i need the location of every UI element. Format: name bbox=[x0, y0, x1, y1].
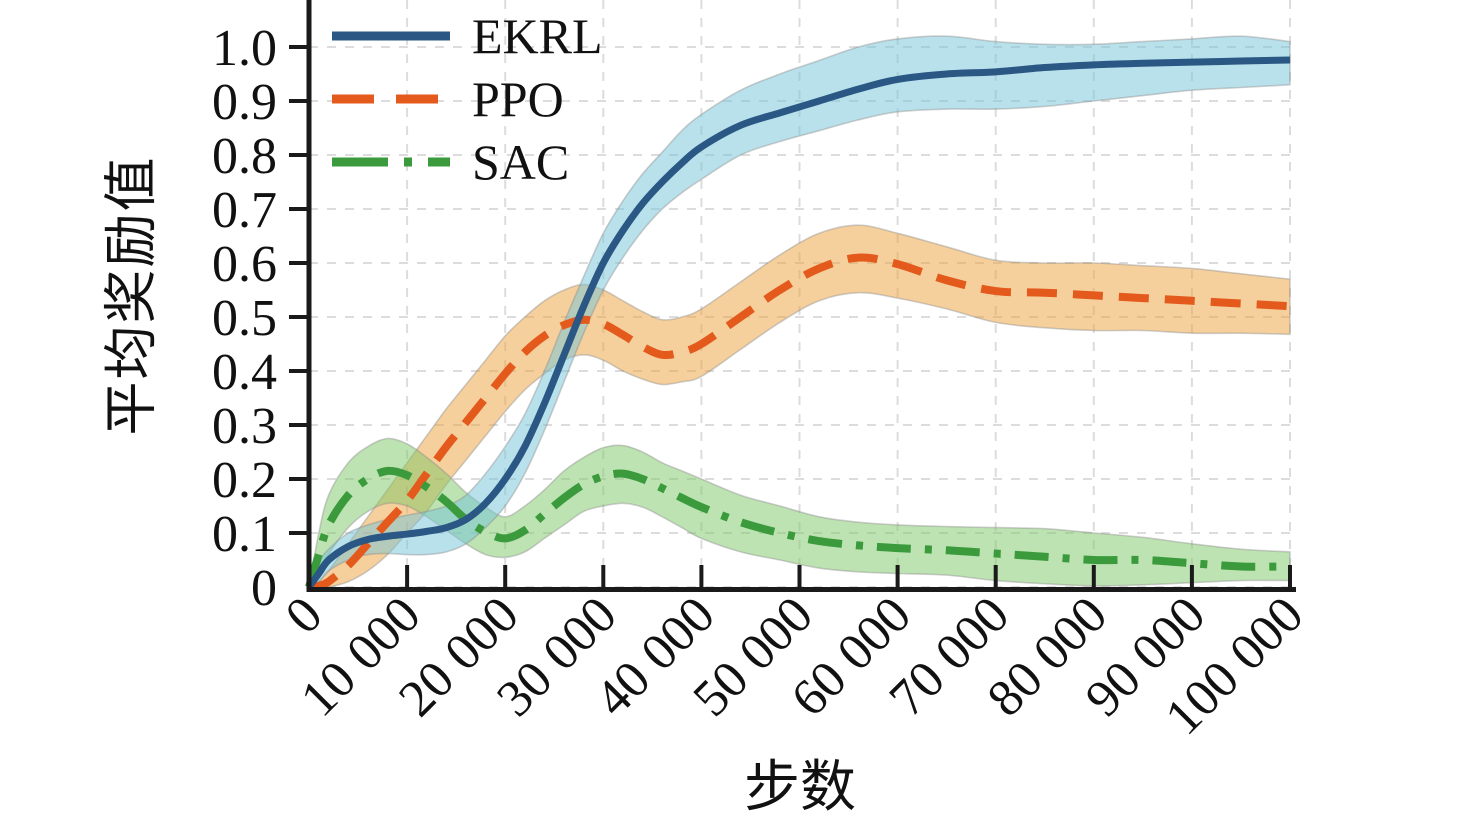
legend: EKRL PPO SAC bbox=[330, 4, 603, 193]
y-tick-label: 0.6 bbox=[212, 236, 277, 293]
y-tick-label: 0.2 bbox=[212, 452, 277, 509]
y-tick-label: 0.4 bbox=[212, 344, 277, 401]
y-tick-label: 0.7 bbox=[212, 182, 277, 239]
series-line-ekrl bbox=[306, 56, 1291, 590]
legend-label-ekrl: EKRL bbox=[472, 7, 603, 64]
legend-item-sac: SAC bbox=[330, 130, 603, 193]
legend-label-ppo: PPO bbox=[472, 70, 564, 127]
y-tick-label: 1.0 bbox=[212, 20, 277, 77]
legend-item-ekrl: EKRL bbox=[330, 4, 603, 67]
series-line-ppo bbox=[308, 253, 1291, 591]
y-tick-label: 0 bbox=[251, 560, 277, 617]
y-axis-title: 平均奖励值 bbox=[96, 0, 162, 590]
y-axis-title-text: 平均奖励值 bbox=[101, 155, 162, 435]
x-tick-label: 0 bbox=[275, 586, 334, 645]
x-axis-title-text: 步数 bbox=[744, 757, 856, 818]
y-tick-label: 0.9 bbox=[212, 74, 277, 131]
y-tick-label: 0.8 bbox=[212, 128, 277, 185]
y-tick-label: 0.5 bbox=[212, 290, 277, 347]
ekrl-line-sample-icon bbox=[332, 31, 450, 40]
y-tick-label: 0.3 bbox=[212, 398, 277, 455]
x-axis-title: 步数 bbox=[640, 742, 960, 818]
sac-line-sample-icon bbox=[332, 157, 450, 166]
legend-item-ppo: PPO bbox=[330, 67, 603, 130]
legend-label-sac: SAC bbox=[472, 133, 570, 190]
confidence-band-ppo bbox=[308, 224, 1291, 589]
ppo-line-sample-icon bbox=[332, 94, 450, 103]
y-tick-label: 0.1 bbox=[212, 506, 277, 563]
series-line-sac bbox=[305, 466, 1291, 589]
